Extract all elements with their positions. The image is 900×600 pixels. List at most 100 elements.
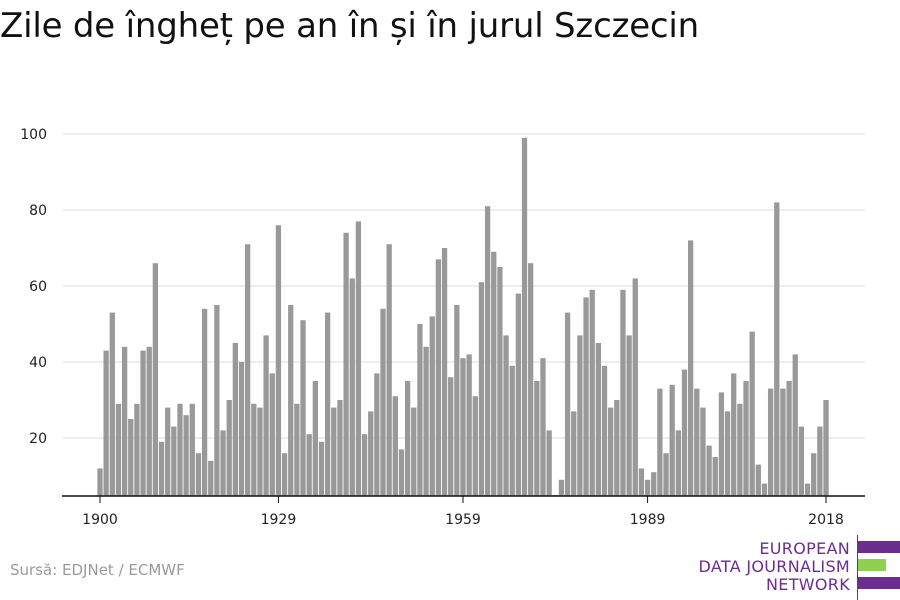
bar-1911: [165, 407, 171, 496]
bar-1953: [423, 346, 429, 496]
bar-2004: [737, 403, 743, 496]
y-tick-label-100: 100: [20, 127, 47, 143]
bar-2014: [798, 426, 805, 496]
bar-1927: [263, 335, 269, 496]
bar-1902: [109, 312, 115, 496]
bar-1901: [103, 350, 109, 496]
bar-1903: [115, 403, 122, 496]
bar-2008: [761, 483, 768, 496]
bar-1970: [528, 263, 534, 496]
bar-1960: [466, 354, 472, 496]
bar-1932: [294, 403, 300, 496]
bar-1936: [318, 441, 325, 496]
bar-1939: [337, 400, 343, 496]
bar-1967: [509, 365, 515, 496]
bar-1990: [651, 472, 657, 496]
bar-1964: [491, 251, 497, 496]
chart-title: Zile de îngheț pe an în și în jurul Szcz…: [0, 6, 700, 46]
bar-1997: [694, 388, 700, 496]
bar-1913: [177, 403, 183, 496]
bar-1971: [534, 381, 540, 496]
bar-1922: [232, 343, 239, 496]
bar-1923: [238, 362, 245, 496]
bar-1931: [288, 305, 294, 496]
bar-1989: [644, 479, 651, 496]
x-axis-ticks: 1900 1929 1959 1989 2018: [82, 496, 844, 528]
bar-1958: [454, 305, 460, 496]
bar-1994: [675, 430, 681, 496]
bar-1980: [589, 289, 595, 496]
bar-2013: [792, 354, 798, 496]
bar-1909: [152, 263, 159, 496]
bar-1933: [300, 320, 306, 496]
bar-1917: [201, 308, 208, 496]
bar-2001: [718, 392, 725, 496]
bar-2016: [811, 453, 817, 496]
y-tick-label-80: 80: [29, 203, 47, 219]
bar-1983: [608, 407, 614, 496]
bar-2006: [749, 331, 755, 496]
bar-1944: [368, 411, 374, 496]
y-tick-label-60: 60: [29, 279, 47, 295]
bar-2009: [767, 388, 774, 496]
bar-2017: [817, 426, 823, 496]
bar-1915: [189, 403, 195, 496]
bar-1956: [441, 248, 448, 496]
bar-1925: [251, 403, 257, 496]
bar-2015: [804, 483, 811, 496]
bar-1975: [558, 479, 565, 496]
bar-1962: [478, 282, 485, 496]
bar-1979: [583, 297, 589, 496]
x-tick-label-1929: 1929: [261, 512, 297, 528]
bar-1945: [374, 373, 380, 496]
bar-2007: [755, 464, 761, 496]
bar-1910: [158, 441, 165, 496]
bar-2012: [786, 381, 792, 496]
bar-1934: [306, 434, 312, 496]
x-tick-label-1989: 1989: [630, 512, 666, 528]
bar-1907: [140, 350, 146, 496]
bar-1912: [171, 426, 177, 496]
y-tick-label-20: 20: [29, 431, 47, 447]
bar-1918: [208, 460, 214, 496]
bar-1920: [220, 430, 226, 496]
bar-1996: [687, 240, 694, 496]
logo-bar-top: [858, 541, 900, 553]
logo-text-line-2: DATA JOURNALISM: [698, 557, 850, 576]
bar-1943: [361, 434, 368, 496]
bar-1988: [638, 468, 645, 496]
bar-2005: [743, 381, 749, 496]
bar-1991: [657, 388, 663, 496]
bar-1949: [398, 449, 405, 496]
bar-1919: [214, 305, 220, 496]
bar-1935: [312, 381, 318, 496]
bar-1914: [183, 415, 189, 496]
bar-1905: [128, 419, 134, 496]
bar-1985: [620, 289, 626, 496]
bar-1941: [349, 278, 355, 496]
bar-1987: [632, 278, 638, 496]
bar-1968: [515, 293, 522, 496]
bar-1998: [700, 407, 706, 496]
bar-1981: [595, 343, 602, 496]
bar-1908: [146, 346, 152, 496]
bar-2003: [731, 373, 737, 496]
x-tick-label-1959: 1959: [445, 512, 481, 528]
edjnet-logo[interactable]: EUROPEAN DATA JOURNALISM NETWORK: [698, 535, 900, 600]
bar-1921: [226, 400, 232, 496]
bar-1951: [411, 407, 417, 496]
bar-1929: [275, 225, 282, 496]
bar-1904: [121, 346, 128, 496]
bar-1957: [448, 377, 454, 496]
bar-1982: [601, 365, 608, 496]
bar-1948: [392, 396, 398, 496]
bar-2010: [774, 202, 780, 496]
bar-1952: [417, 324, 423, 496]
bar-2000: [712, 457, 718, 496]
bar-1961: [472, 396, 478, 496]
bar-1946: [380, 308, 386, 496]
bar-1966: [503, 335, 509, 496]
bar-1950: [404, 381, 411, 496]
bar-1965: [497, 267, 503, 496]
bar-1938: [331, 407, 337, 496]
